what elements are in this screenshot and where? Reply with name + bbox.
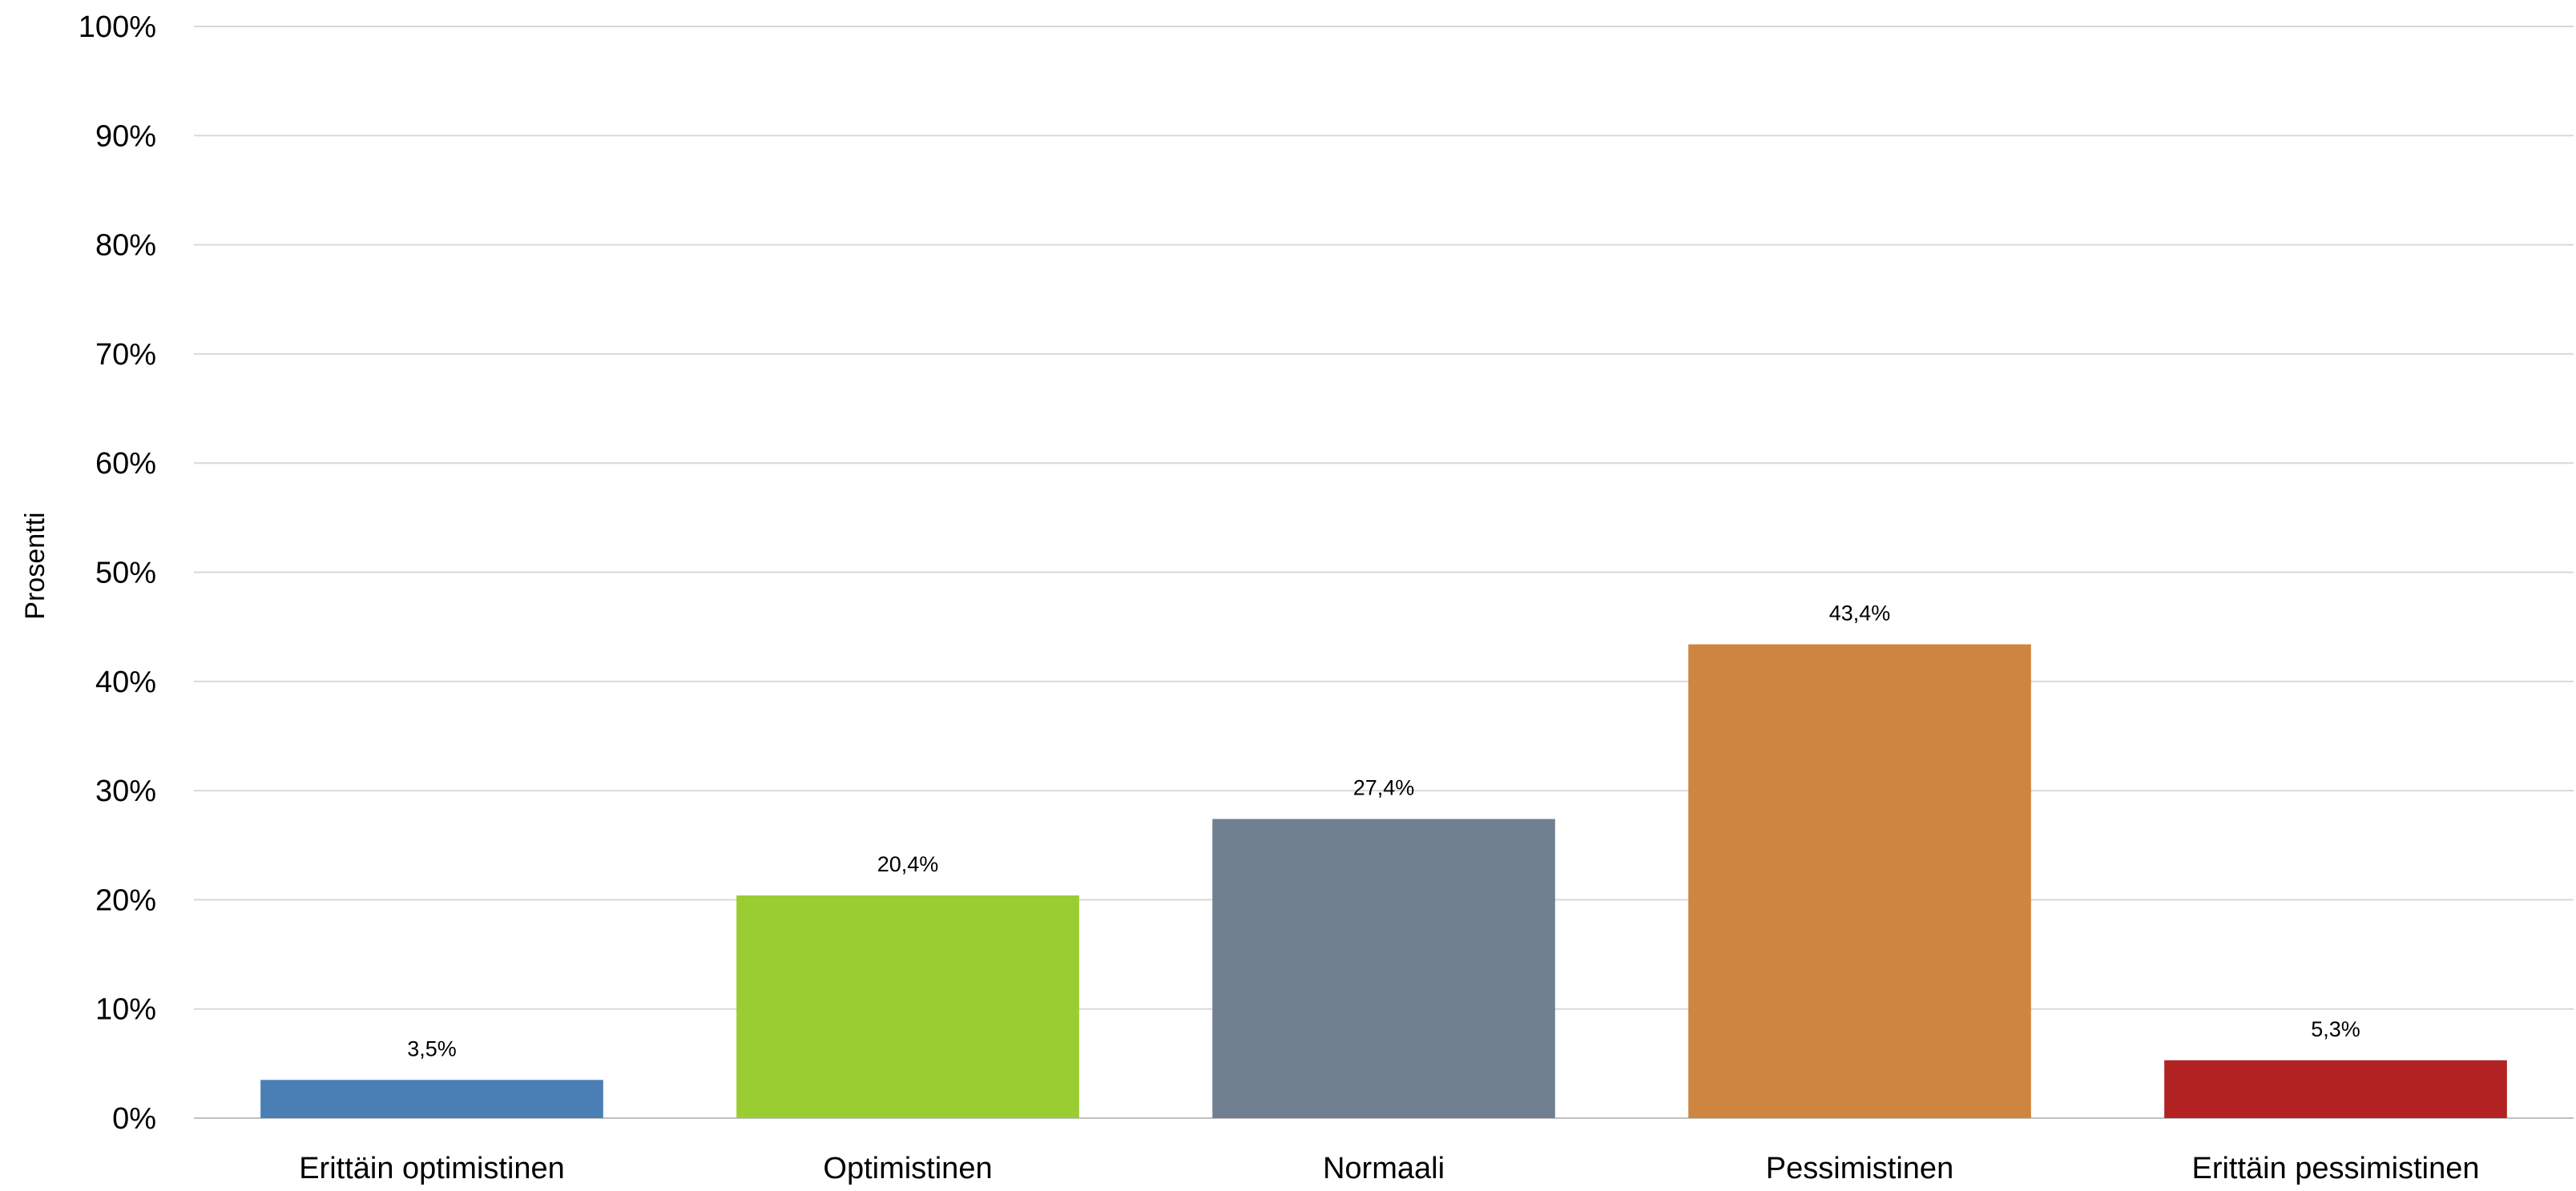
data-label: 3,5% <box>407 1036 457 1060</box>
y-tick-label: 70% <box>95 338 156 372</box>
gridlines <box>194 26 2574 1119</box>
category-label: Erittäin optimistinen <box>299 1152 565 1185</box>
y-tick-label: 40% <box>95 666 156 699</box>
y-tick-label: 30% <box>95 775 156 808</box>
y-tick-label: 10% <box>95 993 156 1027</box>
data-label: 5,3% <box>2311 1017 2360 1041</box>
y-tick-label: 80% <box>95 229 156 263</box>
category-label: Pessimistinen <box>1766 1152 1953 1185</box>
y-tick-label: 60% <box>95 447 156 481</box>
y-tick-label: 20% <box>95 883 156 917</box>
y-tick-label: 50% <box>95 557 156 590</box>
y-tick-label: 100% <box>79 10 156 44</box>
y-tick-label: 0% <box>112 1102 156 1136</box>
data-labels: 3,5% 20,4% 27,4% 43,4% 5,3% <box>407 601 2360 1060</box>
data-label: 20,4% <box>877 852 939 876</box>
bar <box>1212 819 1555 1118</box>
x-axis-category-labels: Erittäin optimistinen Optimistinen Normaal… <box>299 1152 2479 1185</box>
bar <box>2164 1060 2507 1118</box>
data-label: 27,4% <box>1353 776 1415 800</box>
bar <box>736 895 1079 1118</box>
y-axis-title: Prosentti <box>20 512 50 619</box>
y-axis-tick-labels: 0% 10% 20% 30% 40% 50% 60% 70% 80% 90% 100% <box>79 10 156 1136</box>
category-label: Optimistinen <box>823 1152 992 1185</box>
data-label: 43,4% <box>1829 601 1891 625</box>
bar <box>260 1080 603 1118</box>
y-tick-label: 90% <box>95 119 156 153</box>
category-label: Normaali <box>1323 1152 1445 1185</box>
bar <box>1688 644 2031 1118</box>
bars <box>260 644 2507 1118</box>
category-label: Erittäin pessimistinen <box>2191 1152 2479 1185</box>
